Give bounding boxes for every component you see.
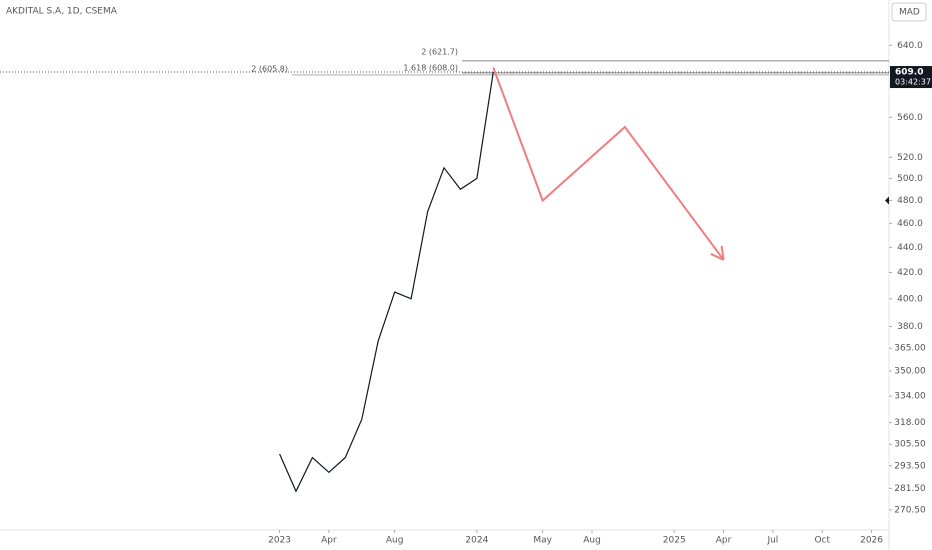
y-tick-label: 318.00 xyxy=(894,418,926,428)
x-tick-label: Apr xyxy=(321,536,337,546)
y-tick-label: 270.50 xyxy=(894,505,926,515)
x-tick-label: Oct xyxy=(814,536,830,546)
y-tick-label: 480.0 xyxy=(897,196,923,206)
x-tick-label: Aug xyxy=(583,536,601,546)
x-tick-label: Apr xyxy=(716,536,732,546)
y-tick-label: 560.0 xyxy=(897,113,923,123)
y-tick-label: 334.00 xyxy=(894,392,926,402)
y-tick-label: 460.0 xyxy=(897,219,923,229)
x-tick-label: May xyxy=(533,536,552,546)
y-tick-label: 520.0 xyxy=(897,153,923,163)
y-tick-label: 281.50 xyxy=(894,484,926,494)
y-tick-label: 293.50 xyxy=(894,461,926,471)
currency[interactable]: MAD xyxy=(899,8,920,18)
projection-line xyxy=(492,67,725,261)
y-tick-label: 640.0 xyxy=(897,41,923,51)
y-tick-label: 380.0 xyxy=(897,322,923,332)
y-tick-label: 500.0 xyxy=(897,174,923,184)
y-tick-label: 400.0 xyxy=(897,294,923,304)
fib-label: 2 (605.8) xyxy=(251,64,288,73)
x-tick-label: 2026 xyxy=(860,536,883,546)
y-tick-label: 440.0 xyxy=(897,243,923,253)
x-tick-label: 2023 xyxy=(268,536,291,546)
currency-box[interactable] xyxy=(891,2,927,22)
y-tick-label: 420.0 xyxy=(897,268,923,278)
x-tick-label: Jul xyxy=(766,536,778,546)
countdown: 03:42:37 xyxy=(895,78,931,87)
y-tick-label: 350.00 xyxy=(894,366,926,376)
arrow-head xyxy=(710,253,724,261)
fib-label: 1.618 (608.0) xyxy=(403,63,458,72)
price-line xyxy=(279,71,494,493)
arrow-head xyxy=(720,245,725,260)
chart-title: AKDITAL S.A, 1D, CSEMA xyxy=(6,7,118,17)
last-price-box xyxy=(890,66,932,89)
y-tick-label: 365.00 xyxy=(894,344,926,354)
last-price: 609.0 xyxy=(895,68,923,78)
y-tick-label: 305.50 xyxy=(894,440,926,450)
x-tick-label: Aug xyxy=(386,536,404,546)
fib-label: 2 (621.7) xyxy=(421,47,458,56)
x-tick-label: 2024 xyxy=(465,536,488,546)
current-marker xyxy=(885,196,889,205)
x-tick-label: 2025 xyxy=(663,536,686,546)
